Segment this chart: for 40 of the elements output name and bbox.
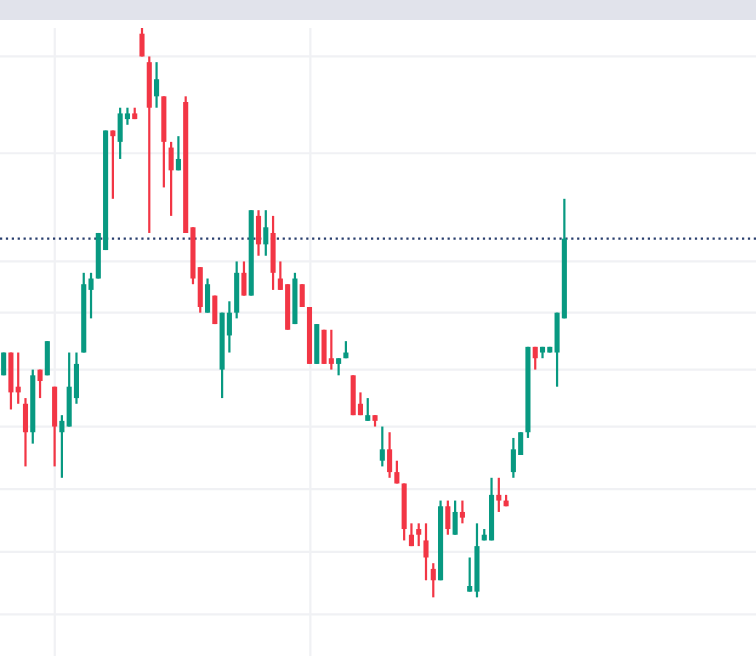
candlestick bbox=[139, 28, 145, 58]
candlestick bbox=[175, 135, 181, 172]
candlestick bbox=[445, 499, 451, 536]
candlestick bbox=[44, 340, 50, 377]
candlestick bbox=[510, 436, 516, 479]
candlestick bbox=[401, 482, 407, 542]
candlestick bbox=[154, 61, 160, 109]
candlestick bbox=[474, 522, 480, 599]
candlestick bbox=[168, 140, 174, 217]
candlestick bbox=[270, 214, 276, 292]
candlestick bbox=[146, 55, 152, 235]
candlestick bbox=[299, 283, 305, 309]
candlestick bbox=[285, 283, 291, 331]
candlestick bbox=[22, 396, 29, 468]
candlestick bbox=[328, 328, 334, 371]
candlestick bbox=[263, 209, 269, 257]
candlestick bbox=[379, 425, 385, 468]
candlestick bbox=[387, 431, 393, 479]
candlestick bbox=[452, 499, 458, 536]
candlestick bbox=[314, 322, 320, 366]
candlestick bbox=[117, 106, 123, 161]
candlestick bbox=[321, 328, 327, 366]
candlestick bbox=[204, 277, 211, 314]
candlestick bbox=[110, 129, 116, 200]
candlestick bbox=[459, 499, 465, 525]
candlestick bbox=[52, 385, 58, 468]
candlestick bbox=[37, 368, 43, 400]
candlestick bbox=[8, 351, 14, 411]
candlestick bbox=[241, 260, 247, 297]
candlestick bbox=[292, 271, 298, 326]
candlestick bbox=[365, 396, 371, 422]
candlestick bbox=[423, 522, 429, 582]
candlestick bbox=[496, 476, 502, 514]
candlestick bbox=[255, 209, 262, 257]
candlestick bbox=[234, 260, 240, 320]
candlestick bbox=[161, 95, 167, 189]
candlestick bbox=[430, 562, 436, 599]
candlestick bbox=[66, 351, 72, 428]
candlestick bbox=[350, 374, 356, 417]
candlestick bbox=[488, 476, 495, 542]
